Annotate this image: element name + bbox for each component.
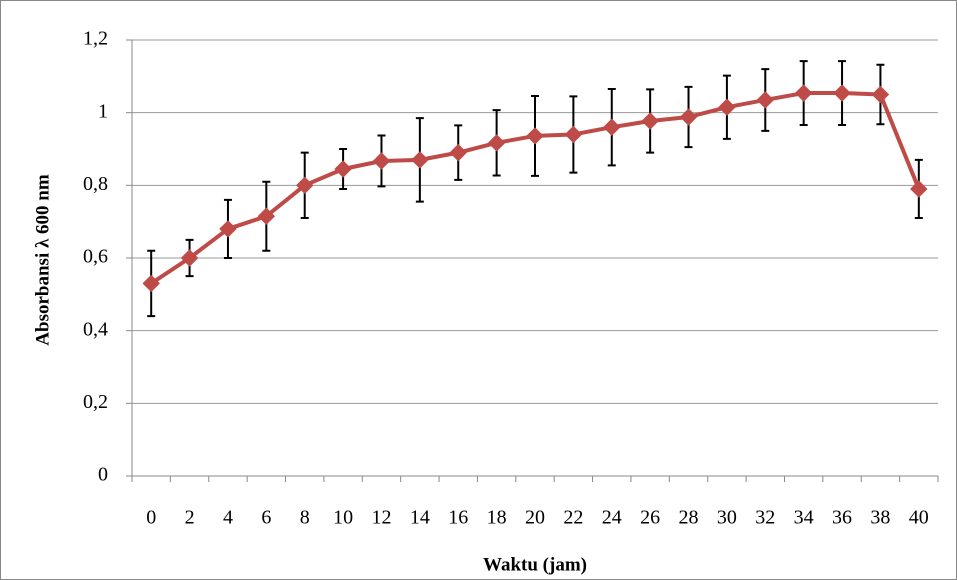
y-tick-label: 0,8	[83, 173, 108, 195]
data-marker	[833, 84, 851, 102]
x-tick-label: 14	[410, 507, 430, 529]
data-marker	[794, 84, 813, 102]
x-axis-title: Waktu (jam)	[483, 554, 587, 575]
y-tick-label: 1	[98, 100, 108, 122]
data-marker	[487, 134, 506, 152]
x-tick-label: 24	[602, 507, 622, 529]
x-tick-label: 22	[563, 507, 583, 529]
data-marker	[296, 176, 314, 195]
data-marker	[411, 151, 429, 169]
data-marker	[871, 85, 890, 104]
x-tick-label: 30	[717, 507, 737, 529]
x-tick-label: 0	[146, 507, 156, 529]
x-tick-label: 16	[448, 507, 468, 529]
data-marker	[910, 180, 928, 198]
x-tick-label: 32	[755, 507, 775, 529]
y-tick-label: 0,4	[83, 318, 108, 340]
x-tick-label: 8	[300, 507, 310, 529]
y-tick-label: 1,2	[83, 28, 108, 50]
data-marker	[526, 127, 544, 145]
data-marker	[564, 125, 583, 144]
x-tick-label: 10	[333, 507, 353, 529]
data-marker	[603, 118, 621, 136]
data-marker	[372, 152, 391, 170]
data-marker	[142, 274, 160, 293]
y-axis-title: Absorbansi λ 600 nm	[32, 174, 53, 346]
y-tick-label: 0,2	[83, 391, 108, 413]
x-tick-label: 36	[832, 507, 852, 529]
x-tick-label: 38	[870, 507, 890, 529]
data-marker	[679, 108, 698, 126]
x-tick-label: 34	[794, 507, 814, 529]
x-tick-label: 40	[909, 507, 929, 529]
data-marker	[219, 220, 237, 238]
data-marker	[449, 143, 467, 162]
x-tick-label: 26	[640, 507, 660, 529]
x-tick-label: 6	[261, 507, 271, 529]
data-marker	[180, 249, 199, 267]
y-tick-label: 0,6	[83, 246, 108, 268]
data-marker	[641, 112, 659, 130]
y-tick-label: 0	[98, 464, 108, 486]
x-tick-label: 18	[487, 507, 507, 529]
data-marker	[756, 91, 774, 109]
x-tick-label: 28	[679, 507, 699, 529]
x-tick-label: 20	[525, 507, 545, 529]
data-marker	[718, 98, 736, 116]
data-marker	[334, 160, 352, 178]
x-tick-label: 2	[185, 507, 195, 529]
data-marker	[257, 207, 276, 225]
x-tick-label: 4	[223, 507, 233, 529]
x-tick-label: 12	[371, 507, 391, 529]
